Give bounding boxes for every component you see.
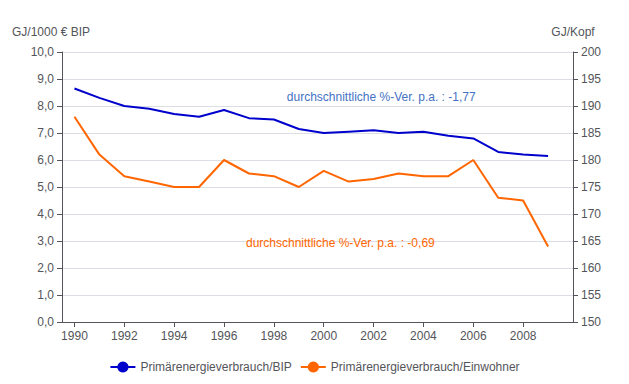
svg-text:10,0: 10,0 — [31, 45, 55, 59]
svg-text:180: 180 — [581, 153, 601, 167]
svg-text:1996: 1996 — [211, 329, 238, 343]
svg-text:9,0: 9,0 — [37, 72, 54, 86]
svg-text:6,0: 6,0 — [37, 153, 54, 167]
svg-text:GJ/1000 € BIP: GJ/1000 € BIP — [12, 25, 90, 39]
svg-text:150: 150 — [581, 315, 601, 329]
svg-text:2008: 2008 — [510, 329, 537, 343]
svg-text:Primärenergieverbrauch/BIP: Primärenergieverbrauch/BIP — [140, 360, 291, 374]
svg-text:155: 155 — [581, 288, 601, 302]
svg-text:0,0: 0,0 — [37, 315, 54, 329]
svg-text:1998: 1998 — [261, 329, 288, 343]
svg-text:8,0: 8,0 — [37, 99, 54, 113]
svg-text:190: 190 — [581, 99, 601, 113]
svg-text:195: 195 — [581, 72, 601, 86]
svg-text:2002: 2002 — [360, 329, 387, 343]
svg-text:2000: 2000 — [310, 329, 337, 343]
svg-text:3,0: 3,0 — [37, 234, 54, 248]
svg-text:2006: 2006 — [460, 329, 487, 343]
svg-text:durchschnittliche %-Ver. p.a.: durchschnittliche %-Ver. p.a. : -1,77 — [287, 90, 476, 104]
svg-text:5,0: 5,0 — [37, 180, 54, 194]
svg-text:4,0: 4,0 — [37, 207, 54, 221]
svg-text:durchschnittliche %-Ver. p.a.: durchschnittliche %-Ver. p.a. : -0,69 — [246, 236, 435, 250]
svg-text:1,0: 1,0 — [37, 288, 54, 302]
svg-text:GJ/Kopf: GJ/Kopf — [551, 25, 595, 39]
svg-text:185: 185 — [581, 126, 601, 140]
svg-text:1994: 1994 — [161, 329, 188, 343]
svg-text:170: 170 — [581, 207, 601, 221]
svg-text:Primärenergieverbrauch/Einwohn: Primärenergieverbrauch/Einwohner — [331, 360, 520, 374]
svg-text:1992: 1992 — [111, 329, 138, 343]
svg-text:1990: 1990 — [61, 329, 88, 343]
svg-text:165: 165 — [581, 234, 601, 248]
svg-text:175: 175 — [581, 180, 601, 194]
svg-text:160: 160 — [581, 261, 601, 275]
svg-text:7,0: 7,0 — [37, 126, 54, 140]
svg-text:2,0: 2,0 — [37, 261, 54, 275]
svg-text:200: 200 — [581, 45, 601, 59]
svg-text:2004: 2004 — [410, 329, 437, 343]
